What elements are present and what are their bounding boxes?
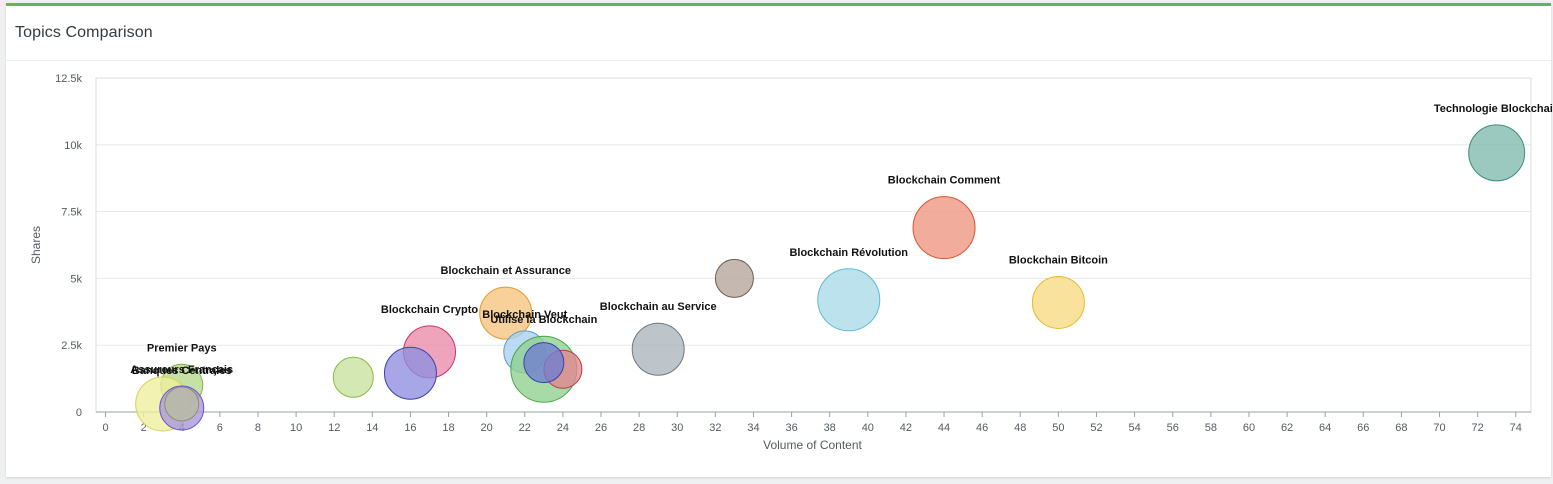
y-tick-label: 5k: [70, 273, 82, 285]
panel-header: Topics Comparison: [6, 6, 1551, 61]
bubble[interactable]: [479, 286, 533, 340]
x-tick-label: 46: [976, 422, 988, 434]
x-tick-label: 2: [141, 422, 147, 434]
x-tick-label: 24: [557, 422, 569, 434]
y-tick-label: 0: [76, 407, 82, 419]
bubble[interactable]: [383, 346, 437, 400]
x-tick-label: 56: [1167, 422, 1179, 434]
x-tick-label: 68: [1395, 422, 1407, 434]
bubble-label: Utilise la Blockchain: [490, 314, 597, 326]
x-tick-label: 58: [1205, 422, 1217, 434]
bubble-label: Blockchain Bitcoin: [1009, 254, 1108, 266]
x-tick-label: 44: [938, 422, 950, 434]
x-tick-label: 38: [824, 422, 836, 434]
x-tick-label: 36: [785, 422, 797, 434]
bubble[interactable]: [332, 356, 374, 398]
plot-frame: [95, 77, 1532, 413]
x-axis-title: Volume of Content: [763, 438, 862, 452]
x-tick-label: 22: [519, 422, 531, 434]
x-tick-label: 30: [671, 422, 683, 434]
x-tick-label: 66: [1357, 422, 1369, 434]
x-tick-label: 14: [366, 422, 378, 434]
bubble[interactable]: [1031, 275, 1085, 329]
bubble-label: Assureurs Français: [130, 364, 233, 376]
x-tick-label: 0: [102, 422, 108, 434]
x-tick-label: 26: [595, 422, 607, 434]
x-tick-label: 42: [900, 422, 912, 434]
bubble-label: Banques Centrales: [132, 365, 232, 377]
x-tick-label: 28: [633, 422, 645, 434]
x-tick-label: 70: [1433, 422, 1445, 434]
bubble-label: Premier Pays: [147, 342, 217, 354]
x-tick-label: 20: [481, 422, 493, 434]
x-tick-label: 8: [255, 422, 261, 434]
x-tick-label: 32: [709, 422, 721, 434]
bubble[interactable]: [912, 196, 976, 260]
bubble[interactable]: [1468, 124, 1526, 182]
bubble-label: Technologie Blockchain: [1434, 103, 1553, 115]
x-tick-label: 50: [1052, 422, 1064, 434]
bubble[interactable]: [523, 342, 565, 384]
bubble[interactable]: [714, 258, 754, 298]
bubble-label: Blockchain Révolution: [789, 247, 908, 259]
x-tick-label: 64: [1319, 422, 1331, 434]
bubble-label: Blockchain et Assurance: [441, 265, 571, 277]
x-tick-label: 34: [747, 422, 759, 434]
x-tick-label: 12: [328, 422, 340, 434]
x-tick-label: 72: [1472, 422, 1484, 434]
x-tick-label: 16: [404, 422, 416, 434]
x-tick-label: 62: [1281, 422, 1293, 434]
y-axis-title: Shares: [29, 226, 43, 264]
x-tick-label: 48: [1014, 422, 1026, 434]
y-tick-label: 12.5k: [55, 73, 82, 85]
y-tick-label: 7.5k: [61, 207, 82, 219]
x-tick-label: 54: [1128, 422, 1140, 434]
y-tick-label: 10k: [64, 140, 82, 152]
x-tick-label: 60: [1243, 422, 1255, 434]
bubble-label: Blockchain Comment: [888, 175, 1001, 187]
chart-panel: Topics Comparison: [6, 3, 1551, 477]
x-tick-label: 40: [862, 422, 874, 434]
bubble[interactable]: [164, 386, 200, 422]
x-tick-label: 74: [1510, 422, 1522, 434]
x-tick-label: 18: [442, 422, 454, 434]
x-tick-label: 10: [290, 422, 302, 434]
y-tick-label: 2.5k: [61, 340, 82, 352]
x-tick-label: 6: [217, 422, 223, 434]
bubble[interactable]: [817, 268, 881, 332]
bubble-label: Blockchain Crypto: [381, 304, 478, 316]
x-tick-label: 52: [1090, 422, 1102, 434]
bubble[interactable]: [631, 322, 685, 376]
panel-title: Topics Comparison: [15, 24, 153, 41]
bubble-label: Blockchain Veut: [482, 309, 567, 321]
bubble-label: Blockchain au Service: [600, 301, 717, 313]
